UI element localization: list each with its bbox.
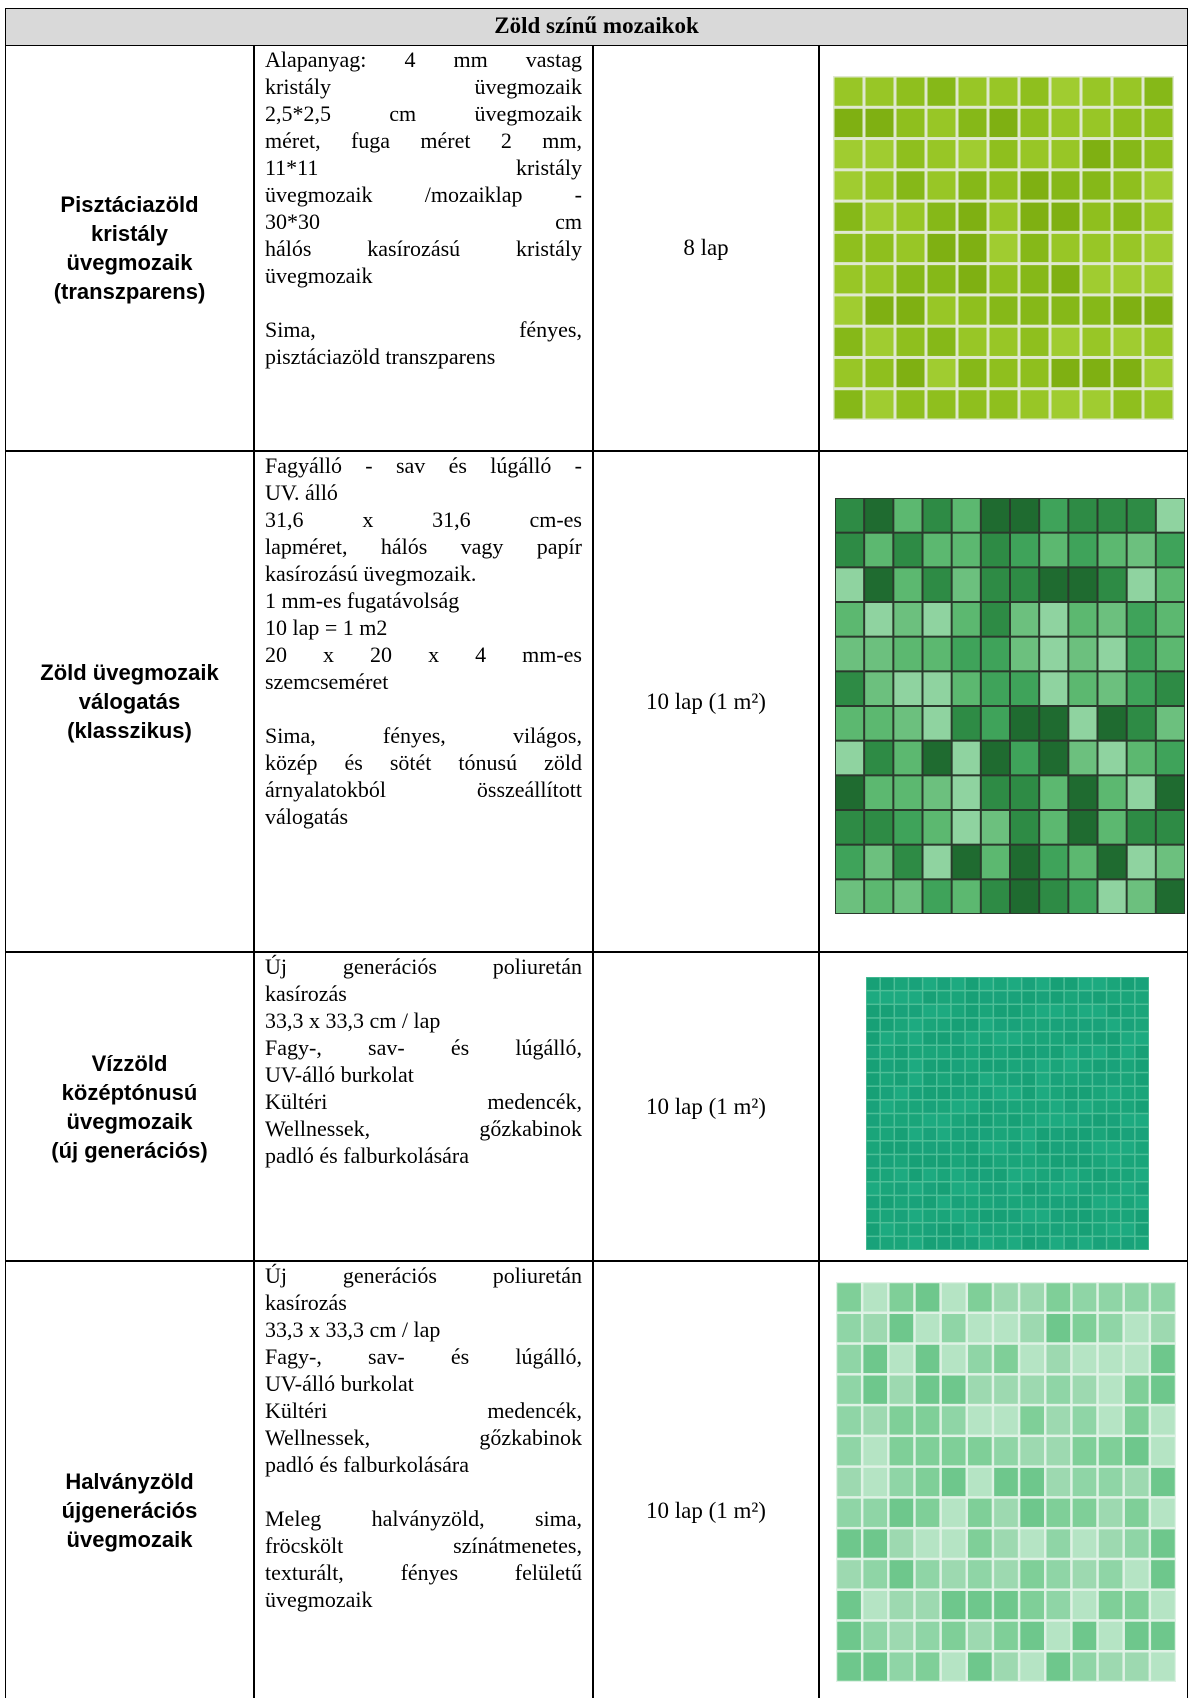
name-line: (klasszikus) — [67, 718, 192, 743]
name-line: Zöld üvegmozaik — [40, 660, 219, 685]
name-line: üvegmozaik — [66, 1527, 193, 1552]
description-line: Új generációs poliuretán — [265, 954, 582, 979]
product-name: Pisztáciazöld kristály üvegmozaik (transzpa… — [5, 45, 254, 451]
description-line: fröcskölt színátmenetes, — [265, 1533, 582, 1558]
description-block: Új generációs poliuretán kasírozás 33,3 x … — [265, 953, 582, 1169]
description-block: Új generációs poliuretán kasírozás 33,3 x … — [265, 1262, 582, 1478]
description-line: 1 mm-es fugatávolság — [265, 588, 460, 613]
description-line: Sima, fényes, — [265, 317, 582, 342]
description-line: válogatás — [265, 804, 349, 829]
description: Fagyálló - sav és lúgálló - UV. álló 31,6 … — [254, 451, 593, 952]
name-line: üvegmozaik — [66, 1108, 193, 1134]
description-line: Fagy-, sav- és lúgálló, — [265, 1035, 582, 1060]
name-line: Halványzöld — [65, 1469, 194, 1494]
description-line: UV-álló burkolat — [265, 1371, 414, 1396]
description-line: 10 lap = 1 m2 — [265, 615, 388, 640]
mosaic-image — [836, 1282, 1176, 1682]
description-line: Wellnessek, gőzkabinok — [265, 1425, 582, 1450]
name-line: Pisztáciazöld — [60, 192, 199, 217]
image-cell — [819, 952, 1188, 1261]
description-line: kasírozású üvegmozaik. — [265, 561, 477, 586]
description-line: 31,6 x 31,6 cm-es — [265, 507, 582, 532]
name-line: (transzparens) — [53, 279, 206, 304]
image-cell — [819, 1261, 1188, 1698]
description-line: padló és falburkolására — [265, 1143, 470, 1168]
mosaic-image — [835, 498, 1185, 914]
description: Alapanyag: 4 mm vastag kristály üvegmozai… — [254, 45, 593, 451]
description-line: Kültéri medencék, — [265, 1398, 582, 1423]
description-line: kasírozás — [265, 1290, 347, 1315]
name-line: középtónusú — [61, 1079, 198, 1105]
mosaic-image — [866, 977, 1149, 1250]
table-title: Zöld színű mozaikok — [5, 8, 1188, 46]
description-block: Sima, fényes, pisztáciazöld transzparens — [265, 316, 582, 370]
description-line: közép és sötét tónusú zöld — [265, 750, 582, 775]
product-name: Halványzöld újgenerációs üvegmozaik — [5, 1261, 254, 1698]
description-block: Alapanyag: 4 mm vastag kristály üvegmozai… — [265, 46, 582, 289]
description: Új generációs poliuretán kasírozás 33,3 x … — [254, 1261, 593, 1698]
description-line: üvegmozaik — [265, 1587, 373, 1612]
name-line: (új generációs) — [51, 1137, 208, 1163]
description-line: 30*30 cm — [265, 209, 582, 234]
description-line: Alapanyag: 4 mm vastag — [265, 47, 582, 72]
description-line: 20 x 20 x 4 mm-es — [265, 642, 582, 667]
image-cell — [819, 451, 1188, 952]
description-line: 33,3 x 33,3 cm / lap — [265, 1317, 441, 1342]
description-line: méret, fuga méret 2 mm, — [265, 128, 582, 153]
description-line: 11*11 kristály — [265, 155, 582, 180]
description-line: Meleg halványzöld, sima, — [265, 1506, 582, 1531]
quantity: 8 lap — [593, 45, 819, 451]
quantity: 10 lap (1 m²) — [593, 952, 819, 1261]
description-line: lapméret, hálós vagy papír — [265, 534, 582, 559]
description: Új generációs poliuretán kasírozás 33,3 x … — [254, 952, 593, 1261]
description-line: hálós kasírozású kristály — [265, 236, 582, 261]
description-line: Új generációs poliuretán — [265, 1263, 582, 1288]
description-line: Wellnessek, gőzkabinok — [265, 1116, 582, 1141]
mosaic-image — [833, 76, 1174, 420]
product-name: Vízzöld középtónusú üvegmozaik (új generáci… — [5, 952, 254, 1261]
name-line: üvegmozaik — [66, 250, 193, 275]
description-line: üvegmozaik — [265, 263, 373, 288]
quantity: 10 lap (1 m²) — [593, 451, 819, 952]
description-line: texturált, fényes felületű — [265, 1560, 582, 1585]
description-line: UV. álló — [265, 480, 338, 505]
description-line: kasírozás — [265, 981, 347, 1006]
description-line: Fagyálló - sav és lúgálló - — [265, 453, 582, 478]
name-line: újgenerációs — [61, 1498, 198, 1523]
name-line: válogatás — [78, 689, 181, 714]
description-line: szemcseméret — [265, 669, 389, 694]
description-line: árnyalatokból összeállított — [265, 777, 582, 802]
description-line: Fagy-, sav- és lúgálló, — [265, 1344, 582, 1369]
description-line: pisztáciazöld transzparens — [265, 344, 496, 369]
description-line: padló és falburkolására — [265, 1452, 470, 1477]
description-line: 2,5*2,5 cm üvegmozaik — [265, 101, 582, 126]
description-line: UV-álló burkolat — [265, 1062, 414, 1087]
quantity: 10 lap (1 m²) — [593, 1261, 819, 1698]
name-line: Vízzöld — [91, 1050, 168, 1076]
description-line: Kültéri medencék, — [265, 1089, 582, 1114]
description-block: Meleg halványzöld, sima, fröcskölt színát… — [265, 1505, 582, 1613]
name-line: kristály — [90, 221, 169, 246]
image-cell — [819, 45, 1188, 451]
description-line: üvegmozaik /mozaiklap - — [265, 182, 582, 207]
description-line: Sima, fényes, világos, — [265, 723, 582, 748]
description-block: Sima, fényes, világos, közép és sötét tón… — [265, 722, 582, 830]
description-block: Fagyálló - sav és lúgálló - UV. álló 31,6 … — [265, 452, 582, 695]
description-line: 33,3 x 33,3 cm / lap — [265, 1008, 441, 1033]
product-name: Zöld üvegmozaik válogatás (klasszikus) — [5, 451, 254, 952]
description-line: kristály üvegmozaik — [265, 74, 582, 99]
